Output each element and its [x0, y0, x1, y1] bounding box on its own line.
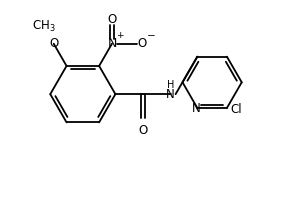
Text: CH$_3$: CH$_3$	[32, 19, 56, 34]
Text: N: N	[192, 102, 201, 116]
Text: −: −	[147, 31, 155, 41]
Text: O: O	[137, 37, 146, 50]
Text: H: H	[167, 80, 174, 90]
Text: O: O	[138, 124, 148, 137]
Text: +: +	[116, 31, 124, 40]
Text: Cl: Cl	[230, 103, 241, 116]
Text: N: N	[107, 37, 117, 50]
Text: O: O	[49, 37, 58, 50]
Text: N: N	[166, 88, 175, 101]
Text: O: O	[107, 13, 117, 26]
